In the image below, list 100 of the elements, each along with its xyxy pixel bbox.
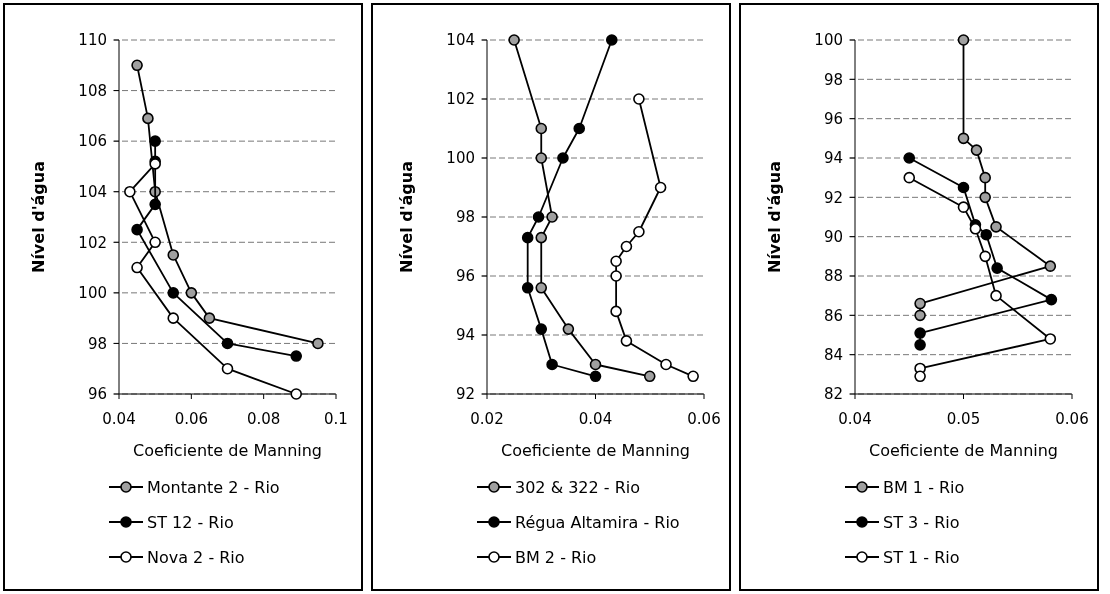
- point: [221, 362, 234, 375]
- y-tick-label: 102: [446, 90, 475, 109]
- point: [167, 249, 180, 261]
- point: [535, 282, 548, 294]
- point: [687, 370, 699, 383]
- point: [1045, 293, 1058, 306]
- y-tick-label: 104: [78, 182, 107, 201]
- point: [546, 211, 558, 223]
- point: [1044, 333, 1057, 345]
- point: [221, 337, 234, 350]
- point: [185, 287, 198, 299]
- point: [633, 225, 645, 238]
- point: [914, 327, 926, 339]
- y-tick-label: 90: [823, 227, 843, 246]
- point: [914, 370, 926, 383]
- point: [980, 228, 993, 241]
- y-tick-label: 98: [823, 70, 843, 89]
- x-tick-label: 0.06: [1055, 410, 1089, 428]
- y-tick-label: 84: [823, 345, 843, 364]
- point: [914, 339, 926, 351]
- point: [508, 34, 520, 46]
- legend-label: ST 12 - Rio: [147, 512, 234, 532]
- point: [957, 181, 970, 194]
- y-axis-title: Nível d'água: [397, 161, 416, 273]
- point: [660, 358, 672, 371]
- point: [1044, 260, 1057, 272]
- point: [290, 350, 303, 362]
- point: [535, 122, 548, 135]
- point: [654, 181, 667, 194]
- y-axis-title: Nível d'água: [765, 161, 784, 273]
- x-axis-title: Coeficiente de Manning: [132, 441, 323, 460]
- point: [167, 287, 180, 299]
- point: [589, 370, 602, 383]
- y-tick-label: 102: [78, 233, 107, 252]
- point: [521, 231, 534, 244]
- y-tick-label: 106: [78, 132, 107, 151]
- point: [610, 305, 622, 318]
- legend-label: BM 1 - Rio: [883, 477, 965, 497]
- point: [203, 312, 216, 324]
- y-tick-label: 100: [814, 31, 843, 50]
- legend-label: ST 1 - Rio: [883, 547, 960, 567]
- point: [620, 335, 633, 347]
- point: [970, 144, 983, 156]
- point: [562, 323, 575, 335]
- x-tick-label: 0.08: [246, 410, 281, 428]
- x-tick-label: 0.04: [102, 410, 136, 428]
- point: [990, 289, 1002, 302]
- point: [914, 297, 926, 310]
- y-tick-label: 98: [87, 334, 107, 353]
- point: [521, 282, 534, 294]
- point: [979, 171, 991, 184]
- y-tick-label: 82: [823, 385, 843, 404]
- point: [610, 270, 622, 282]
- point: [620, 240, 633, 253]
- x-tick-label: 0.04: [578, 410, 613, 428]
- point: [643, 370, 656, 383]
- point: [633, 93, 645, 105]
- legend-label: Montante 2 - Rio: [147, 477, 280, 497]
- point: [557, 152, 569, 164]
- point: [149, 198, 161, 211]
- point: [605, 34, 618, 46]
- y-tick-label: 98: [455, 208, 475, 227]
- y-tick-label: 104: [446, 31, 475, 50]
- x-tick-label: 0.06: [687, 410, 721, 428]
- point: [532, 211, 545, 223]
- y-tick-label: 96: [823, 109, 843, 128]
- point: [131, 261, 143, 274]
- y-tick-label: 100: [78, 284, 107, 303]
- point: [979, 250, 991, 263]
- y-tick-label: 94: [455, 326, 475, 345]
- y-tick-label: 96: [455, 267, 475, 286]
- x-tick-label: 0.02: [470, 410, 504, 428]
- point: [546, 358, 558, 371]
- y-tick-label: 92: [823, 188, 843, 207]
- legend-label: Régua Altamira - Rio: [515, 512, 680, 532]
- point: [979, 191, 991, 204]
- y-tick-label: 94: [823, 149, 843, 168]
- y-tick-label: 100: [446, 149, 475, 168]
- x-tick-label: 0.04: [838, 410, 872, 428]
- point: [990, 221, 1002, 233]
- point: [914, 309, 926, 322]
- x-tick-label: 0.06: [174, 410, 209, 428]
- x-tick-label: 0.05: [946, 410, 981, 428]
- point: [589, 358, 602, 371]
- y-tick-label: 88: [823, 267, 843, 286]
- x-axis-title: Coeficiente de Manning: [868, 441, 1059, 460]
- point: [969, 223, 982, 235]
- point: [131, 223, 143, 236]
- point: [903, 171, 916, 184]
- y-tick-label: 96: [87, 385, 107, 404]
- point: [991, 262, 1003, 274]
- point: [124, 185, 136, 198]
- point: [149, 135, 161, 147]
- y-tick-label: 86: [823, 306, 843, 325]
- y-tick-label: 92: [455, 385, 475, 404]
- x-axis-title: Coeficiente de Manning: [500, 441, 691, 460]
- point: [167, 312, 180, 324]
- point: [142, 112, 154, 125]
- x-tick-label: 0.1: [324, 410, 348, 428]
- legend-label: 302 & 322 - Rio: [515, 477, 641, 497]
